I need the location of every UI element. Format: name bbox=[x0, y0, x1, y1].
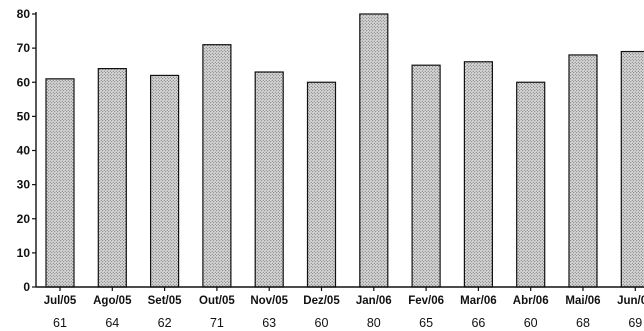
category-label: Ago/05 bbox=[93, 295, 132, 307]
value-label: 71 bbox=[210, 316, 224, 330]
value-label: 60 bbox=[524, 316, 538, 330]
y-tick-label: 0 bbox=[23, 280, 30, 294]
category-label: Fev/06 bbox=[408, 295, 444, 307]
category-label: Jun/06 bbox=[617, 295, 644, 307]
y-tick-label: 30 bbox=[17, 178, 31, 192]
y-tick-label: 20 bbox=[17, 212, 31, 226]
y-tick-label: 70 bbox=[17, 41, 31, 55]
category-label: Mai/06 bbox=[565, 295, 600, 307]
bars bbox=[45, 13, 644, 288]
x-axis bbox=[36, 286, 644, 291]
bar-jul-05 bbox=[45, 78, 75, 288]
value-label: 63 bbox=[262, 316, 276, 330]
category-labels: Jul/05 Ago/05 Set/05 Out/05 Nov/05 Dez/05 Jan/… bbox=[44, 295, 644, 307]
category-label: Set/05 bbox=[148, 295, 182, 307]
category-label: Jan/06 bbox=[356, 295, 392, 307]
value-label: 68 bbox=[576, 316, 590, 330]
bar-fev-06 bbox=[411, 64, 441, 288]
bar-mai-06 bbox=[568, 54, 598, 288]
y-tick-label: 80 bbox=[17, 7, 31, 21]
bar-jan-06 bbox=[359, 13, 389, 288]
bar-nov-05 bbox=[254, 71, 284, 288]
y-axis: 0 10 20 30 40 50 60 70 80 bbox=[17, 7, 37, 294]
value-label: 65 bbox=[419, 316, 433, 330]
bar-ago-05 bbox=[97, 67, 127, 288]
value-label: 61 bbox=[53, 316, 67, 330]
bar-set-05 bbox=[150, 74, 180, 288]
bar-abr-06 bbox=[516, 81, 546, 288]
y-tick-label: 40 bbox=[17, 144, 31, 158]
y-tick-label: 60 bbox=[17, 75, 31, 89]
value-label: 62 bbox=[158, 316, 172, 330]
y-tick-label: 50 bbox=[17, 109, 31, 123]
value-label: 66 bbox=[471, 316, 485, 330]
category-label: Nov/05 bbox=[250, 295, 288, 307]
category-label: Dez/05 bbox=[303, 295, 340, 307]
value-label: 69 bbox=[628, 316, 642, 330]
value-label: 64 bbox=[105, 316, 119, 330]
value-label: 60 bbox=[315, 316, 329, 330]
category-label: Out/05 bbox=[199, 295, 235, 307]
category-label: Jul/05 bbox=[44, 295, 77, 307]
bar-dez-05 bbox=[306, 81, 337, 288]
value-label: 80 bbox=[367, 316, 381, 330]
bar-out-05 bbox=[202, 44, 232, 288]
y-tick-label: 10 bbox=[17, 246, 31, 260]
category-label: Abr/06 bbox=[513, 295, 549, 307]
value-labels: 61 64 62 71 63 60 80 65 66 60 68 69 bbox=[53, 316, 642, 330]
category-label: Mar/06 bbox=[460, 295, 496, 307]
bar-mar-06 bbox=[463, 61, 493, 288]
bar-jun-06 bbox=[620, 50, 644, 288]
